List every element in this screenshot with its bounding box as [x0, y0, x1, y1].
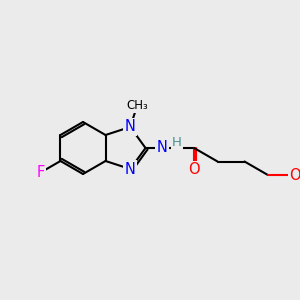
Text: N: N [125, 161, 136, 176]
Text: CH₃: CH₃ [127, 99, 148, 112]
Text: F: F [37, 165, 45, 180]
Text: O: O [289, 167, 300, 182]
Text: N: N [125, 119, 136, 134]
Text: N: N [157, 140, 168, 155]
Text: H: H [172, 136, 182, 149]
Text: O: O [188, 162, 200, 177]
